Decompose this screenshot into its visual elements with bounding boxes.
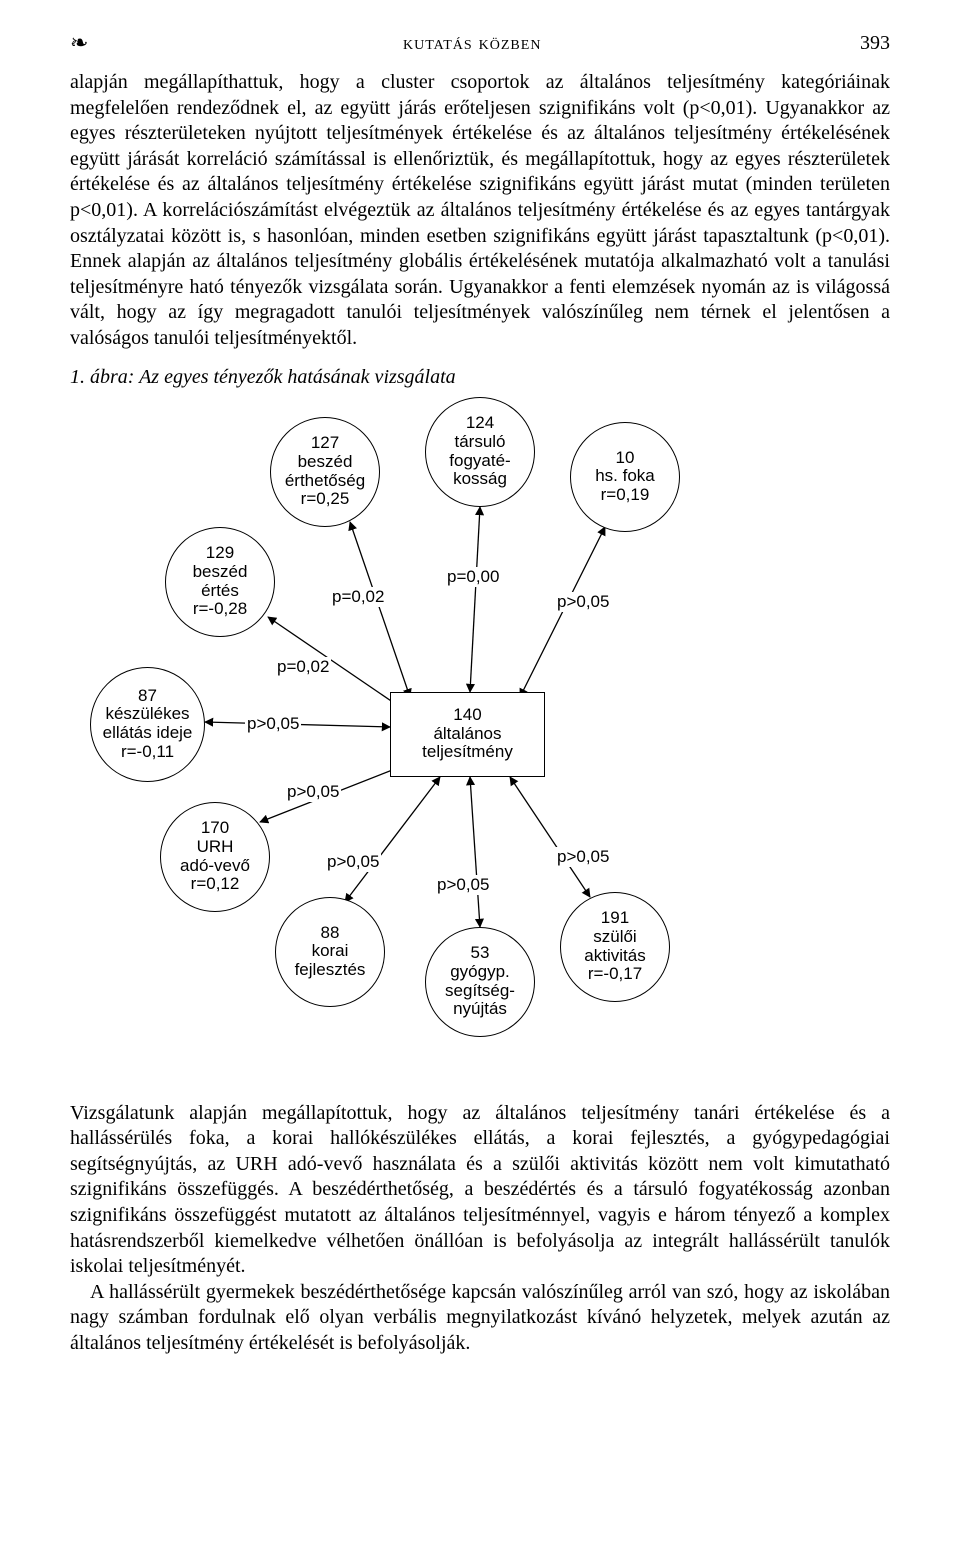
ornament-icon: ❧ (70, 30, 84, 56)
diagram-node-n53: 53 gyógyp. segítség- nyújtás (425, 927, 535, 1037)
figure-caption: 1. ábra: Az egyes tényezők hatásának viz… (70, 366, 890, 389)
diagram-edge-label: p>0,05 (435, 875, 491, 895)
diagram-edge-label: p=0,00 (445, 567, 501, 587)
figure-diagram: 127 beszéd érthetőség r=0,25 124 társuló … (90, 397, 760, 1087)
diagram-node-n127: 127 beszéd érthetőség r=0,25 (270, 417, 380, 527)
diagram-edge-label: p=0,02 (330, 587, 386, 607)
diagram-node-n191: 191 szülői aktivitás r=-0,17 (560, 892, 670, 1002)
diagram-node-n129: 129 beszéd értés r=-0,28 (165, 527, 275, 637)
running-header: ❧ kutatás közben 393 (70, 30, 890, 56)
diagram-node-n87: 87 készülékes ellátás ideje r=-0,11 (90, 667, 205, 782)
body-paragraph: alapján megállapíthattuk, hogy a cluster… (70, 70, 890, 352)
page: ❧ kutatás közben 393 alapján megállapíth… (0, 0, 960, 1396)
body-paragraph: A hallássérült gyermekek beszédérthetősé… (70, 1280, 890, 1357)
section-title: kutatás közben (403, 32, 541, 55)
diagram-node-n170: 170 URH adó-vevő r=0,12 (160, 802, 270, 912)
diagram-node-n88: 88 korai fejlesztés (275, 897, 385, 1007)
diagram-edge-label: p>0,05 (285, 782, 341, 802)
diagram-edge-label: p>0,05 (325, 852, 381, 872)
diagram-node-n10: 10 hs. foka r=0,19 (570, 422, 680, 532)
page-number: 393 (860, 32, 890, 55)
diagram-edge-label: p>0,05 (555, 592, 611, 612)
diagram-node-n140: 140 általános teljesítmény (390, 692, 545, 777)
body-paragraph: Vizsgálatunk alapján megállapítottuk, ho… (70, 1101, 890, 1280)
diagram-edge-label: p>0,05 (245, 714, 301, 734)
diagram-edge-label: p>0,05 (555, 847, 611, 867)
diagram-node-n124: 124 társuló fogyaté- kosság (425, 397, 535, 507)
diagram-edge-label: p=0,02 (275, 657, 331, 677)
